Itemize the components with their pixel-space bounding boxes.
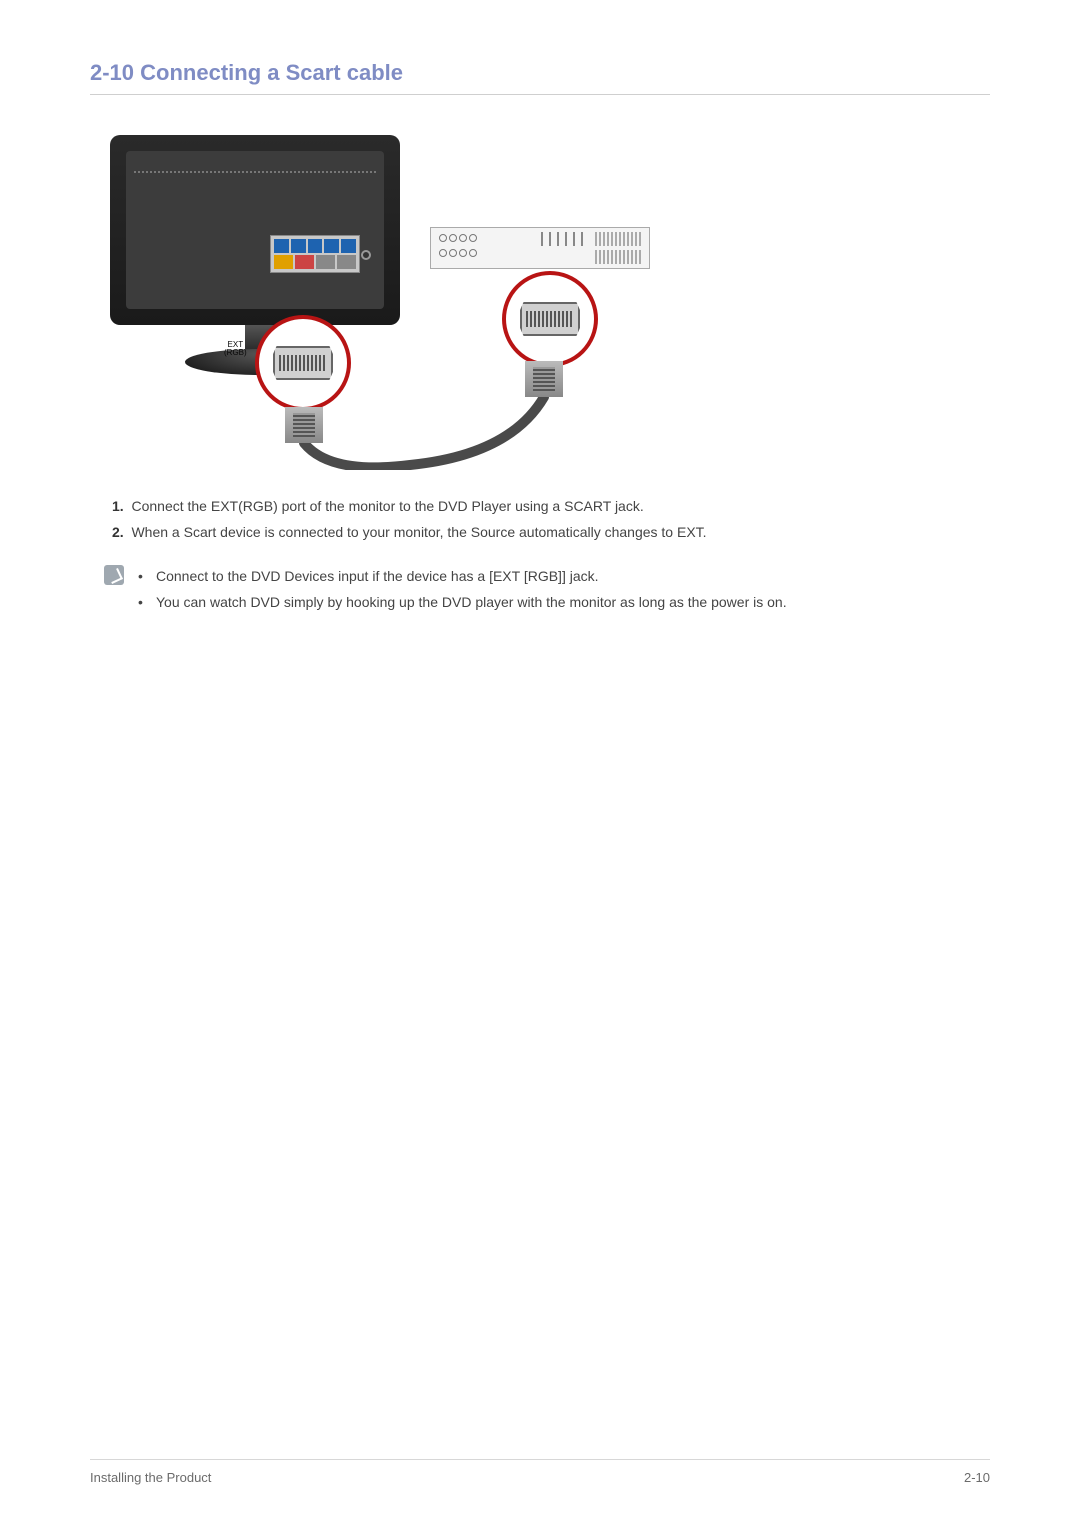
page-footer: Installing the Product 2-10 (90, 1459, 990, 1485)
footer-chapter: Installing the Product (90, 1470, 211, 1485)
note-icon (104, 565, 124, 585)
document-page: 2-10 Connecting a Scart cable EXT(RGB) (0, 0, 1080, 1527)
step-item: 2. When a Scart device is connected to y… (108, 521, 990, 545)
note-item: You can watch DVD simply by hooking up t… (138, 589, 787, 616)
connection-diagram: EXT(RGB) (110, 135, 710, 470)
instruction-steps: 1. Connect the EXT(RGB) port of the moni… (108, 495, 990, 545)
scart-cable (110, 135, 710, 470)
scart-plug-monitor-side (285, 407, 323, 443)
note-block: Connect to the DVD Devices input if the … (104, 563, 990, 616)
scart-plug-dvd-side (525, 361, 563, 397)
note-item: Connect to the DVD Devices input if the … (138, 563, 787, 590)
note-bullets: Connect to the DVD Devices input if the … (138, 563, 787, 616)
section-heading: 2-10 Connecting a Scart cable (90, 60, 990, 95)
footer-page-number: 2-10 (964, 1470, 990, 1485)
step-item: 1. Connect the EXT(RGB) port of the moni… (108, 495, 990, 519)
